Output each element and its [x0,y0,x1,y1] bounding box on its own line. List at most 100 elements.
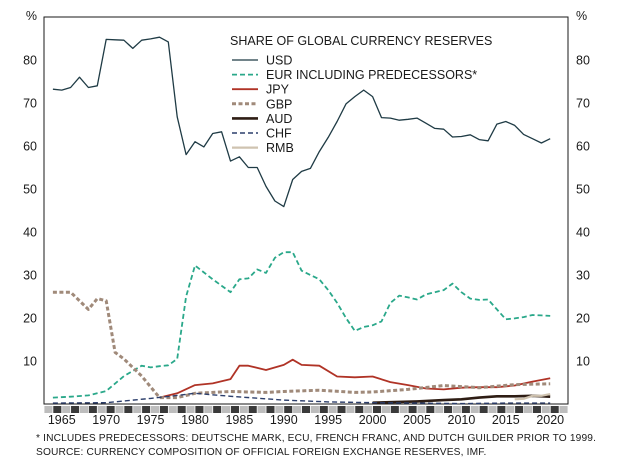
legend-label: RMB [266,141,294,155]
x-ruler-segment [354,406,364,413]
y-tick-label-left: 50 [23,183,37,197]
x-ruler-segment [425,406,435,413]
x-ruler-segment [310,406,320,413]
x-ruler-segment [88,406,98,413]
x-tick-label: 2020 [536,413,564,427]
x-ruler-segment [97,406,107,413]
x-ruler-segment [372,406,382,413]
y-tick-label-right: 30 [576,269,590,283]
y-tick-label-left: 20 [23,312,37,326]
y-tick-label-right: 20 [576,312,590,326]
series-line-chf [52,392,551,405]
x-tick-label: 1995 [314,413,342,427]
x-ruler-segment [123,406,133,413]
legend-label: USD [266,54,292,68]
x-ruler-segment [301,406,311,413]
legend-label: EUR INCLUDING PREDECESSORS* [266,68,477,82]
x-ruler-segment [266,406,275,413]
series-line-usd [52,36,551,208]
x-ruler-segment [514,406,524,413]
legend-label: AUD [266,112,292,126]
x-tick-label: 2015 [492,413,520,427]
y-tick-label-right: 60 [576,140,590,154]
x-ruler-segment [381,406,391,413]
plot-frame [43,16,569,405]
x-tick-label: 2010 [448,413,476,427]
x-ruler-segment [532,406,542,413]
x-ruler-segment [283,406,293,413]
x-ruler-segment [257,406,267,413]
chart-source-note: SOURCE: CURRENCY COMPOSITION OF OFFICIAL… [36,447,487,458]
x-ruler-segment [186,406,195,413]
x-ruler-segment [541,406,551,413]
x-ruler-segment [239,406,249,413]
y-tick-label-left: 70 [23,97,37,111]
x-ruler-segment [345,406,355,413]
series-line-aud [372,394,551,404]
y-tick-label-left: 80 [23,54,37,68]
x-ruler-segment [168,406,178,413]
x-ruler-segment [479,406,489,413]
x-ruler-segment [488,406,497,413]
series-line-gbp [52,290,551,400]
x-tick-label: 1980 [181,413,209,427]
x-ruler-segment [221,406,231,413]
x-ruler-segment [159,406,169,413]
x-ruler-segment [470,406,480,413]
x-ruler-segment [292,406,302,413]
x-ruler-segment [550,406,560,413]
y-tick-label-right: 80 [576,54,590,68]
x-ruler-segment [177,406,187,413]
y-tick-label-left: 60 [23,140,37,154]
legend-label: JPY [266,83,290,97]
x-ruler-segment [319,406,329,413]
y-tick-label-right: 50 [576,183,590,197]
y-tick-label-left: 30 [23,269,37,283]
x-ruler-segment [496,406,506,413]
x-ruler-segment [434,406,444,413]
x-ruler-segment [203,406,213,413]
x-ruler-segment [141,406,151,413]
x-ruler-segment [363,406,373,413]
chart-footnote: * INCLUDES PREDECESSORS: DEUTSCHE MARK, … [36,433,597,444]
x-tick-label: 2000 [359,413,387,427]
x-tick-label: 1990 [270,413,298,427]
x-ruler-segment [559,406,568,413]
y-axis-unit-right: % [576,9,587,23]
legend-label: CHF [266,127,292,141]
legend-label: GBP [266,97,292,111]
x-ruler-segment [274,406,284,413]
x-tick-label: 1970 [92,413,120,427]
x-ruler-segment [52,406,62,413]
x-ruler-segment [61,406,71,413]
x-ruler-segment [328,406,338,413]
x-ruler-segment [523,406,533,413]
x-ruler-segment [230,406,240,413]
x-ruler-segment [150,406,160,413]
x-ruler-segment [132,406,142,413]
x-ruler-segment [443,406,453,413]
x-tick-label: 1975 [137,413,165,427]
x-tick-label: 1965 [48,413,76,427]
chart-title: SHARE OF GLOBAL CURRENCY RESERVES [230,34,492,48]
x-ruler-segment [505,406,515,413]
x-ruler-segment [194,406,204,413]
x-tick-label: 2005 [403,413,431,427]
x-ruler-segment [79,406,89,413]
x-ruler-segment [408,406,418,413]
x-ruler-segment [248,406,258,413]
y-tick-label-right: 10 [576,355,590,369]
x-ruler-segment [44,406,53,413]
x-ruler-segment [70,406,80,413]
y-tick-label-right: 70 [576,97,590,111]
y-tick-label-left: 10 [23,355,37,369]
series-line-rmb [514,393,551,401]
x-tick-label: 1985 [225,413,253,427]
series-line-eur [52,251,551,399]
y-axis-unit-left: % [26,9,37,23]
y-tick-label-left: 40 [23,226,37,240]
x-ruler-segment [212,406,222,413]
x-ruler-segment [337,406,346,413]
